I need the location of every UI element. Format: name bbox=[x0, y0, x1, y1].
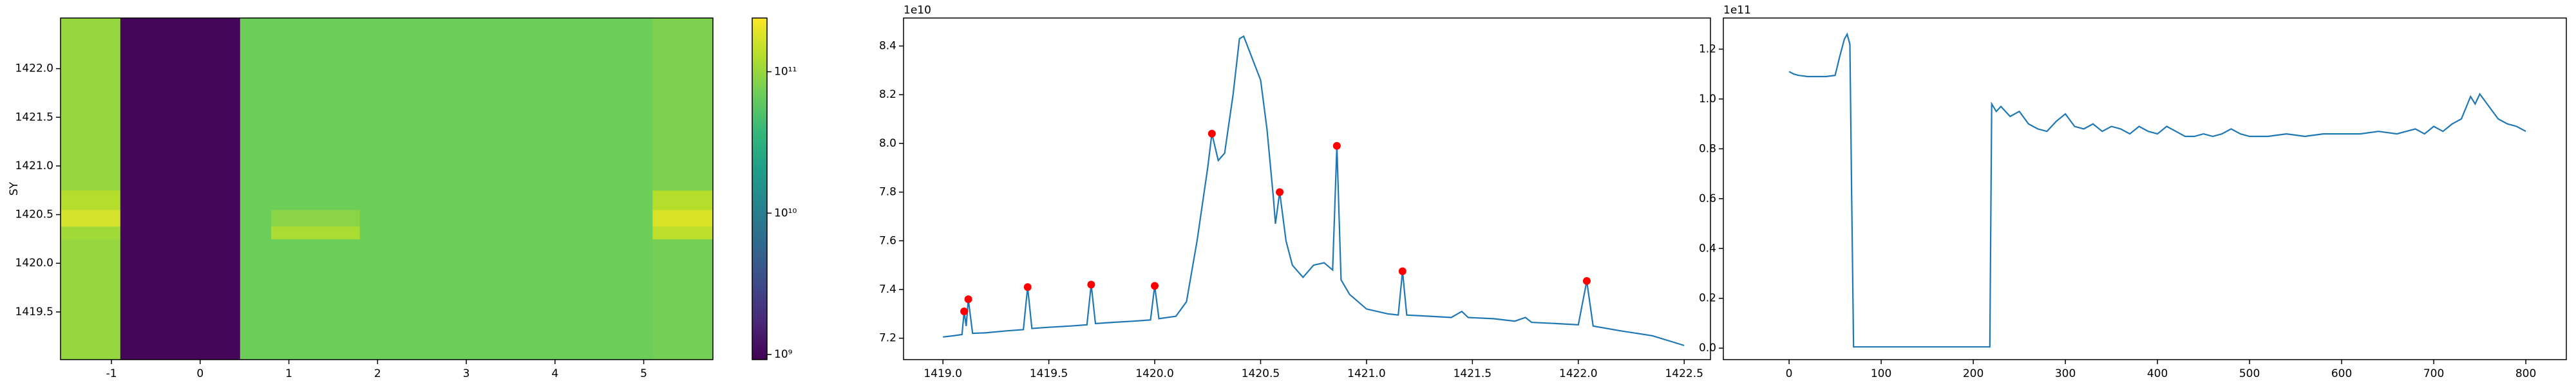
heatmap-cell bbox=[120, 226, 241, 239]
x-tick-label: 1420.0 bbox=[1135, 367, 1173, 380]
peak-marker bbox=[1023, 283, 1032, 291]
heatmap-cell bbox=[652, 210, 714, 227]
x-tick-label: 1419.0 bbox=[923, 367, 961, 380]
x-tick-label: 1422.5 bbox=[1665, 367, 1703, 380]
offset-label: 1e11 bbox=[1723, 4, 1751, 17]
y-tick-label: 1419.5 bbox=[15, 306, 53, 318]
x-tick-label: 100 bbox=[1871, 367, 1891, 380]
axes-frame bbox=[1723, 17, 2567, 360]
heatmap-cell bbox=[240, 239, 272, 360]
heatmap-cell bbox=[61, 190, 121, 210]
peak-marker bbox=[1276, 188, 1284, 196]
x-tick-label: 1419.5 bbox=[1030, 367, 1068, 380]
peak-marker bbox=[1332, 142, 1341, 150]
y-tick-label: 0.8 bbox=[1699, 142, 1716, 155]
x-tick-label: -1 bbox=[106, 367, 117, 380]
colorbar-tick-label: 10¹⁰ bbox=[774, 207, 797, 219]
heatmap-cell bbox=[61, 226, 121, 239]
y-axis-label: SY bbox=[8, 181, 21, 196]
y-tick-label: 1420.5 bbox=[15, 208, 53, 221]
x-tick-label: 1422.0 bbox=[1559, 367, 1597, 380]
y-tick-label: 7.2 bbox=[879, 332, 896, 345]
peak-marker bbox=[1087, 280, 1095, 289]
heatmap-cell bbox=[240, 18, 272, 191]
x-tick-label: 800 bbox=[2515, 367, 2536, 380]
colorbar-tick-label: 10¹¹ bbox=[774, 66, 797, 78]
heatmap-cell bbox=[652, 226, 714, 239]
heatmap-cell bbox=[240, 190, 272, 210]
x-tick-label: 0 bbox=[1786, 367, 1793, 380]
peak-marker bbox=[1151, 282, 1159, 290]
y-tick-label: 0.4 bbox=[1699, 242, 1716, 255]
peak-marker bbox=[964, 295, 972, 304]
y-tick-label: 1421.5 bbox=[15, 111, 53, 124]
y-tick-label: 8.4 bbox=[879, 40, 896, 53]
y-tick-label: 1.0 bbox=[1699, 93, 1716, 106]
heatmap-cell bbox=[240, 226, 272, 239]
x-tick-label: 0 bbox=[196, 367, 204, 380]
heatmap-cell bbox=[61, 239, 121, 360]
y-tick-label: 1421.0 bbox=[15, 160, 53, 172]
heatmap-cell bbox=[359, 18, 653, 191]
x-tick-label: 1421.0 bbox=[1347, 367, 1385, 380]
data-line bbox=[1788, 32, 2526, 348]
heatmap-cell bbox=[271, 239, 361, 360]
x-tick-label: 700 bbox=[2423, 367, 2444, 380]
heatmap-cell bbox=[120, 210, 241, 227]
y-tick-label: 0.0 bbox=[1699, 342, 1716, 354]
heatmap-cell bbox=[120, 18, 241, 191]
heatmap-cell bbox=[652, 190, 714, 210]
x-tick-label: 1420.5 bbox=[1242, 367, 1280, 380]
heatmap-cell bbox=[271, 226, 361, 239]
y-tick-label: 0.2 bbox=[1699, 292, 1716, 305]
x-tick-label: 1421.5 bbox=[1454, 367, 1492, 380]
heatmap-cell bbox=[359, 190, 653, 210]
y-tick-label: 1.2 bbox=[1699, 42, 1716, 55]
axes-frame bbox=[903, 17, 1711, 360]
heatmap-cell bbox=[652, 18, 714, 191]
x-tick-label: 500 bbox=[2239, 367, 2260, 380]
x-tick-label: 5 bbox=[640, 367, 647, 380]
x-tick-label: 600 bbox=[2331, 367, 2352, 380]
heatmap-cell bbox=[271, 190, 361, 210]
x-tick-label: 400 bbox=[2147, 367, 2168, 380]
y-tick-label: 7.6 bbox=[879, 234, 896, 247]
y-tick-label: 0.6 bbox=[1699, 192, 1716, 205]
x-tick-label: 3 bbox=[463, 367, 470, 380]
y-tick-label: 1420.0 bbox=[15, 257, 53, 270]
y-tick-label: 1422.0 bbox=[15, 62, 53, 75]
offset-label: 1e10 bbox=[904, 4, 931, 17]
y-tick-label: 8.2 bbox=[879, 88, 896, 101]
heatmap-cell bbox=[652, 239, 714, 360]
heatmap-cell bbox=[240, 210, 272, 227]
colorbar-tick-label: 10⁹ bbox=[774, 348, 793, 361]
colorbar bbox=[752, 17, 768, 360]
peak-marker bbox=[960, 308, 969, 316]
heatmap-cell bbox=[359, 226, 653, 239]
heatmap-cell bbox=[359, 210, 653, 227]
data-line bbox=[943, 35, 1685, 347]
x-tick-label: 1 bbox=[285, 367, 292, 380]
peak-marker bbox=[1208, 129, 1216, 138]
heatmap-cell bbox=[120, 190, 241, 210]
peak-marker bbox=[1398, 267, 1406, 275]
heatmap-cell bbox=[61, 210, 121, 227]
y-tick-label: 8.0 bbox=[879, 137, 896, 150]
x-tick-label: 300 bbox=[2055, 367, 2076, 380]
peak-marker bbox=[1582, 277, 1591, 285]
axes-frame bbox=[60, 17, 714, 360]
heatmap-cell bbox=[359, 239, 653, 360]
x-tick-label: 4 bbox=[551, 367, 558, 380]
heatmap-cell bbox=[271, 210, 361, 227]
heatmap-cell bbox=[61, 18, 121, 191]
x-tick-label: 2 bbox=[374, 367, 381, 380]
heatmap-cell bbox=[120, 239, 241, 360]
x-tick-label: 200 bbox=[1963, 367, 1984, 380]
y-tick-label: 7.4 bbox=[879, 283, 896, 296]
heatmap-cell bbox=[271, 18, 361, 191]
y-tick-label: 7.8 bbox=[879, 186, 896, 199]
